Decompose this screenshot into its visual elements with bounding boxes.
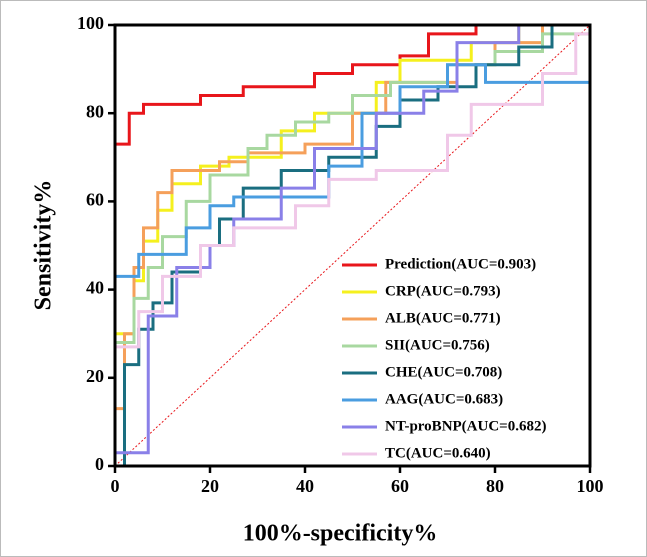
- x-tick-label: 0: [111, 476, 120, 496]
- legend-label: AAG(AUC=0.683): [385, 391, 503, 407]
- x-tick-label: 80: [486, 476, 504, 496]
- x-tick-label: 60: [391, 476, 409, 496]
- y-tick-label: 20: [86, 366, 104, 386]
- legend-label: CHE(AUC=0.708): [385, 364, 502, 380]
- y-tick-label: 0: [95, 454, 104, 474]
- reference-line: [114, 24, 591, 467]
- y-tick-label: 40: [86, 278, 104, 298]
- x-tick-label: 100: [577, 476, 604, 496]
- legend-label: NT-proBNP(AUC=0.682): [385, 418, 546, 434]
- x-tick-label: 40: [296, 476, 314, 496]
- x-axis-label: 100%-specificity%: [243, 521, 438, 547]
- legend-label: TC(AUC=0.640): [385, 445, 491, 461]
- y-axis-label: Sensitivity%: [31, 180, 57, 311]
- roc-curve: [113, 23, 590, 466]
- y-tick-label: 60: [86, 190, 104, 210]
- roc-curve: [113, 32, 590, 466]
- y-tick-label: 80: [86, 101, 104, 121]
- roc-curve: [113, 23, 590, 466]
- legend-label: ALB(AUC=0.771): [385, 310, 501, 326]
- y-tick-label: 100: [77, 13, 104, 33]
- legend-label: SII(AUC=0.756): [385, 337, 490, 353]
- legend-label: Prediction(AUC=0.903): [385, 256, 536, 272]
- legend-label: CRP(AUC=0.793): [385, 283, 501, 299]
- roc-curve: [115, 23, 590, 468]
- x-tick-label: 20: [201, 476, 219, 496]
